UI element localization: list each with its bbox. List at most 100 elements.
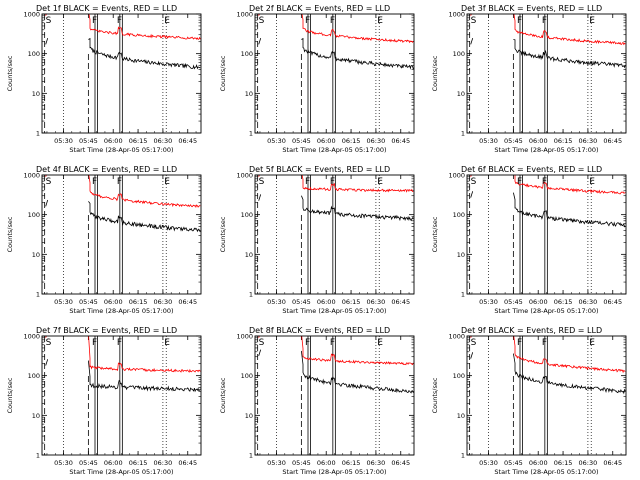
marker-label: E	[377, 177, 383, 187]
x-tick-label: 06:15	[129, 137, 148, 145]
y-tick-label: 1	[36, 291, 40, 299]
y-tick-label: 100	[453, 50, 465, 58]
panel-data	[469, 14, 626, 133]
marker-label: F	[330, 177, 335, 187]
x-tick-label: 06:15	[129, 459, 148, 467]
x-axis-label: Start Time (28-Apr-05 05:17:00)	[494, 307, 598, 315]
panel-title: Det 9f BLACK = Events, RED = LLD	[461, 326, 602, 335]
y-tick-label: 10	[245, 251, 253, 259]
y-tick-label: 1000	[23, 333, 40, 341]
x-tick-label: 06:30	[367, 298, 386, 306]
x-tick-label: 05:30	[267, 459, 286, 467]
y-tick-label: 10	[457, 251, 465, 259]
marker-label: F	[517, 177, 522, 187]
x-tick-label: 06:15	[554, 137, 573, 145]
lld-series-line	[470, 175, 626, 195]
y-axis-label: Counts/sec	[431, 55, 439, 91]
panel-frame	[254, 174, 415, 295]
x-tick-label: 06:15	[129, 298, 148, 306]
lld-series-line	[470, 336, 626, 374]
x-tick-label: 05:30	[479, 459, 498, 467]
marker-label: F	[517, 338, 522, 348]
y-tick-label: 1000	[236, 172, 253, 180]
lld-series-line	[258, 175, 414, 193]
marker-label: F	[305, 16, 310, 26]
y-tick-label: 1	[461, 452, 465, 460]
panel-data	[469, 336, 626, 455]
y-tick-label: 100	[453, 372, 465, 380]
x-tick-label: 06:15	[342, 298, 361, 306]
x-tick-label: 05:45	[79, 298, 98, 306]
panel-data	[44, 175, 201, 294]
x-axis-label: Start Time (28-Apr-05 05:17:00)	[282, 468, 386, 476]
y-tick-label: 1000	[448, 11, 465, 19]
lld-series-line	[258, 336, 414, 366]
marker-label: F	[117, 16, 122, 26]
y-tick-label: 1	[36, 452, 40, 460]
panel-data	[44, 336, 201, 455]
x-tick-label: 06:00	[529, 298, 548, 306]
x-axis-label: Start Time (28-Apr-05 05:17:00)	[282, 307, 386, 315]
x-tick-label: 06:45	[603, 298, 622, 306]
panel-det-1: Det 1f BLACK = Events, RED = LLD Counts/s…	[6, 4, 202, 154]
y-axis-label: Counts/sec	[6, 55, 14, 91]
y-axis-label: Counts/sec	[6, 377, 14, 413]
x-tick-label: 05:30	[54, 137, 73, 145]
panel-frame	[466, 174, 627, 295]
panel-title: Det 8f BLACK = Events, RED = LLD	[249, 326, 390, 335]
marker-label: F	[117, 338, 122, 348]
panel-title: Det 1f BLACK = Events, RED = LLD	[36, 4, 177, 13]
x-tick-label: 06:45	[391, 137, 410, 145]
panel-data	[257, 336, 414, 455]
marker-label: F	[117, 177, 122, 187]
y-tick-label: 1	[249, 452, 253, 460]
x-tick-label: 05:30	[54, 459, 73, 467]
x-tick-label: 06:00	[104, 298, 123, 306]
y-tick-label: 1	[461, 130, 465, 138]
events-series-line	[258, 194, 414, 222]
y-axis-label: Counts/sec	[219, 55, 227, 91]
x-tick-label: 06:45	[603, 459, 622, 467]
marker-label: E	[589, 338, 595, 348]
y-tick-label: 100	[28, 372, 40, 380]
y-axis-label: Counts/sec	[431, 377, 439, 413]
x-tick-label: 06:00	[104, 459, 123, 467]
y-tick-label: 1000	[448, 172, 465, 180]
x-tick-label: 06:45	[178, 459, 197, 467]
x-tick-label: 05:30	[479, 137, 498, 145]
events-series-line	[258, 37, 414, 70]
panel-title: Det 3f BLACK = Events, RED = LLD	[461, 4, 602, 13]
panel-det-9: Det 9f BLACK = Events, RED = LLD Counts/s…	[431, 326, 627, 476]
marker-label: F	[542, 177, 547, 187]
events-series-line	[258, 349, 414, 394]
marker-label: E	[589, 177, 595, 187]
x-tick-label: 05:45	[504, 459, 523, 467]
x-tick-label: 06:45	[603, 137, 622, 145]
x-tick-label: 05:45	[292, 459, 311, 467]
x-tick-label: 06:15	[554, 298, 573, 306]
marker-label: E	[164, 177, 170, 187]
lld-series-line	[470, 14, 626, 46]
x-axis-label: Start Time (28-Apr-05 05:17:00)	[282, 146, 386, 154]
x-tick-label: 05:45	[292, 298, 311, 306]
x-tick-label: 05:45	[504, 298, 523, 306]
y-tick-label: 10	[32, 251, 40, 259]
panel-data	[44, 14, 201, 133]
y-axis-label: Counts/sec	[219, 216, 227, 252]
y-tick-label: 100	[241, 211, 253, 219]
marker-label: F	[542, 16, 547, 26]
y-tick-label: 10	[245, 90, 253, 98]
x-tick-label: 05:30	[267, 137, 286, 145]
x-tick-label: 05:45	[79, 137, 98, 145]
marker-label: S	[471, 16, 477, 26]
events-series-line	[45, 359, 201, 393]
y-tick-label: 100	[241, 372, 253, 380]
y-tick-label: 1000	[236, 333, 253, 341]
y-tick-label: 10	[457, 412, 465, 420]
x-axis-label: Start Time (28-Apr-05 05:17:00)	[494, 146, 598, 154]
y-tick-label: 1	[249, 291, 253, 299]
y-axis-label: Counts/sec	[6, 216, 14, 252]
events-series-line	[470, 37, 626, 69]
lld-series-line	[258, 14, 414, 44]
y-tick-label: 10	[457, 90, 465, 98]
